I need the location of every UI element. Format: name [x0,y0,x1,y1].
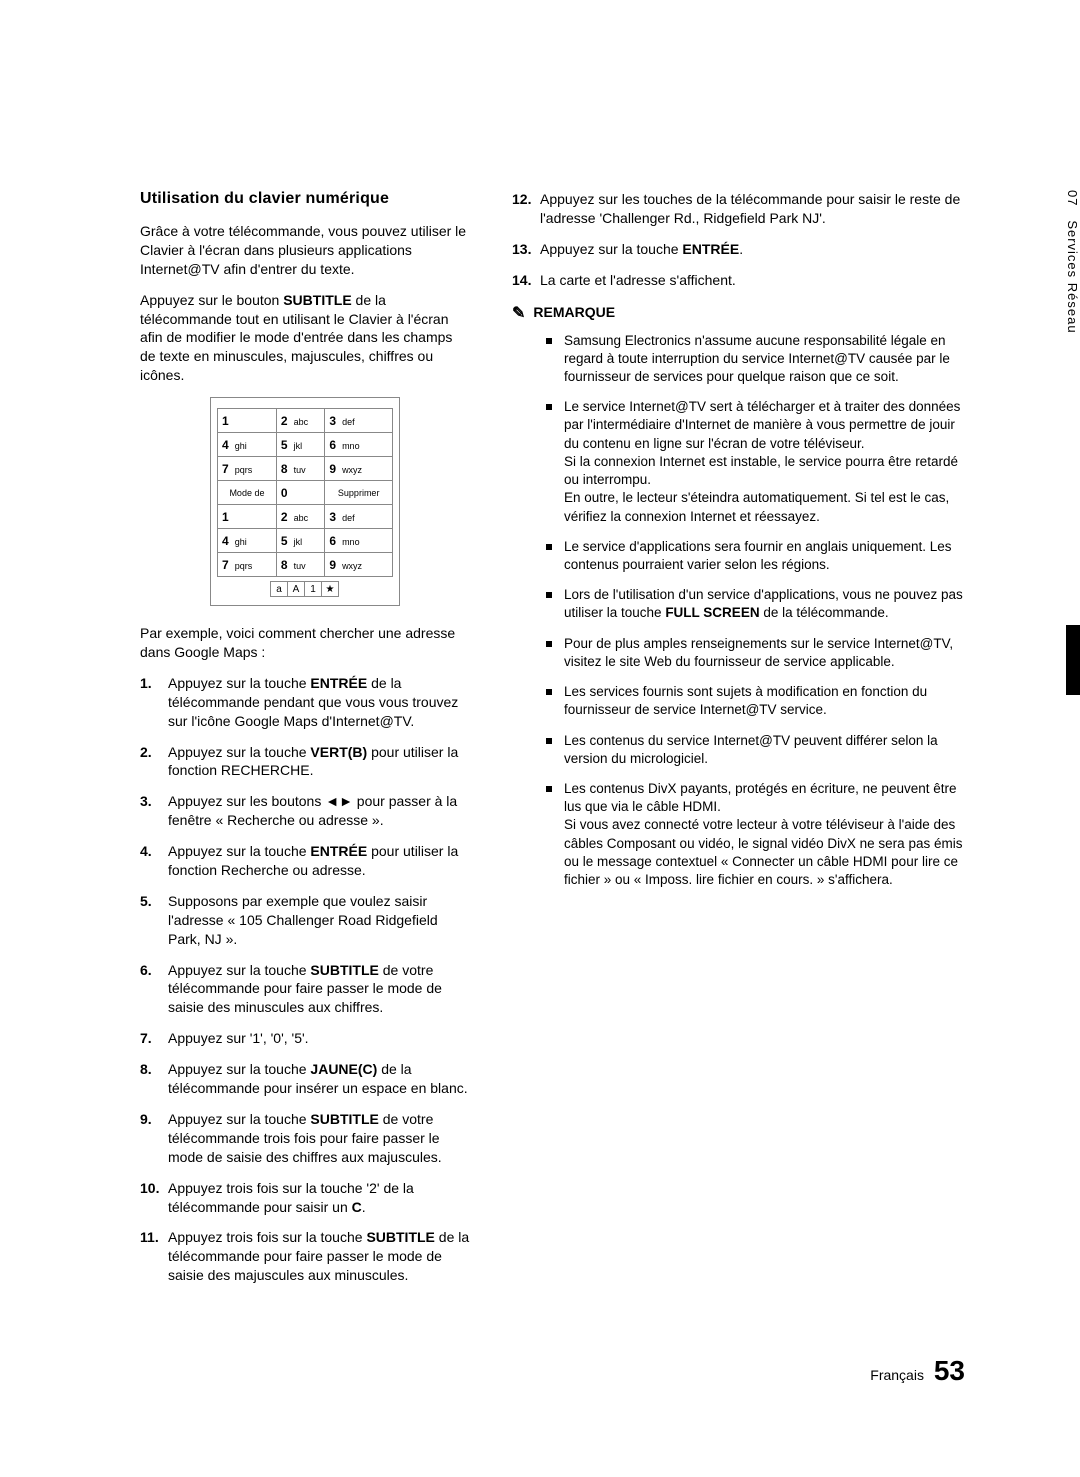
step-item: Appuyez sur la touche VERT(B) pour utili… [140,743,470,781]
keypad-mode-bar: aA1★ [217,581,393,597]
step-text: Appuyez sur la touche [168,675,310,691]
step-text: Appuyez sur la touche [168,843,310,859]
step-bold: ENTRÉE [682,241,739,257]
step-bold: ENTRÉE [310,675,367,691]
keypad-key: 5jkl [276,433,324,457]
step-text: Appuyez sur la touche [168,1061,310,1077]
step-item: Appuyez trois fois sur la touche SUBTITL… [140,1228,470,1285]
chapter-label: Services Réseau [1065,220,1080,333]
side-black-tab [1066,625,1080,695]
remark-item: Samsung Electronics n'assume aucune resp… [546,332,965,387]
step-item: Appuyez sur la touche ENTRÉE de la téléc… [140,674,470,731]
step-bold: C [352,1199,362,1215]
step-text: . [362,1199,366,1215]
intro-paragraph-2: Appuyez sur le bouton SUBTITLE de la tél… [140,291,470,385]
keypad-key: 8tuv [276,553,324,577]
step-bold: SUBTITLE [366,1229,434,1245]
step-text: Appuyez sur '1', '0', '5'. [168,1030,309,1046]
step-item: La carte et l'adresse s'affichent. [512,271,965,290]
keypad-key: 1 [218,505,277,529]
keypad-key: 9wxyz [325,457,393,481]
keypad-key: 3def [325,505,393,529]
step-item: Appuyez sur la touche SUBTITLE de votre … [140,961,470,1018]
step-item: Appuyez sur les touches de la télécomman… [512,190,965,228]
intro-paragraph-1: Grâce à votre télécommande, vous pouvez … [140,222,470,279]
footer-page: 53 [934,1355,965,1386]
keypad-key: 4ghi [218,433,277,457]
keypad-delete-cell: Supprimer [325,481,393,505]
keypad-table: 12abc3def4ghi5jkl6mno7pqrs8tuv9wxyz Mode… [217,408,393,577]
remark-item: Le service d'applications sera fournir e… [546,538,965,574]
keypad-mode-item: a [270,581,288,597]
remark-item: Les services fournis sont sujets à modif… [546,683,965,719]
step-item: Supposons par exemple que voulez saisir … [140,892,470,949]
step-item: Appuyez sur la touche SUBTITLE de votre … [140,1110,470,1167]
step-text: Appuyez trois fois sur la touche '2' de … [168,1180,414,1215]
keypad-zero-cell: 0 [276,481,324,505]
step-bold: SUBTITLE [310,962,378,978]
step-text: Appuyez trois fois sur la touche [168,1229,366,1245]
steps-list-right: Appuyez sur les touches de la télécomman… [512,190,965,290]
keypad-key: 5jkl [276,529,324,553]
step-item: Appuyez trois fois sur la touche '2' de … [140,1179,470,1217]
keypad-key: 1 [218,409,277,433]
example-intro: Par exemple, voici comment chercher une … [140,624,470,662]
keypad-zero: 0 [281,486,288,500]
keypad-mode-item: 1 [304,581,322,597]
intro2-pre: Appuyez sur le bouton [140,292,283,308]
intro2-bold: SUBTITLE [283,292,351,308]
keypad-key: 8tuv [276,457,324,481]
keypad-key: 6mno [325,529,393,553]
remark-bold: FULL SCREEN [665,605,759,620]
remark-item: Pour de plus amples renseignements sur l… [546,635,965,671]
step-bold: VERT(B) [310,744,367,760]
keypad-key: 7pqrs [218,553,277,577]
keypad-key: 2abc [276,409,324,433]
note-icon: ✎ [512,303,525,323]
keypad-key: 2abc [276,505,324,529]
step-item: Appuyez sur la touche ENTRÉE pour utilis… [140,842,470,880]
remark-heading: ✎ REMARQUE [512,302,965,322]
step-bold: JAUNE(C) [310,1061,377,1077]
step-text: Appuyez sur la touche [168,962,310,978]
remark-label: REMARQUE [533,304,615,320]
remark-item: Le service Internet@TV sert à télécharge… [546,398,965,526]
steps-list-left: Appuyez sur la touche ENTRÉE de la téléc… [140,674,470,1285]
step-item: Appuyez sur la touche JAUNE(C) de la tél… [140,1060,470,1098]
left-column: Utilisation du clavier numérique Grâce à… [140,190,470,1297]
keypad-key: 6mno [325,433,393,457]
remark-item: Les contenus du service Internet@TV peuv… [546,732,965,768]
keypad-mode-cell: Mode de [218,481,277,505]
step-text: Appuyez sur la touche [168,744,310,760]
remark-item: Les contenus DivX payants, protégés en é… [546,780,965,889]
step-bold: ENTRÉE [310,843,367,859]
side-tab: 07 Services Réseau [1058,190,1080,370]
step-item: Appuyez sur la touche ENTRÉE. [512,240,965,259]
keypad: 12abc3def4ghi5jkl6mno7pqrs8tuv9wxyz Mode… [210,397,400,606]
step-text: . [739,241,743,257]
chapter-number: 07 [1065,190,1080,206]
keypad-key: 4ghi [218,529,277,553]
keypad-mode-item: ★ [321,581,339,597]
remarks-list: Samsung Electronics n'assume aucune resp… [512,332,965,890]
remark-item: Lors de l'utilisation d'un service d'app… [546,586,965,622]
keypad-key: 3def [325,409,393,433]
step-text: Supposons par exemple que voulez saisir … [168,893,438,947]
footer-lang: Français [870,1367,924,1383]
step-item: Appuyez sur '1', '0', '5'. [140,1029,470,1048]
page-footer: Français 53 [870,1355,965,1387]
step-text: Appuyez sur les boutons ◄► pour passer à… [168,793,457,828]
right-column: Appuyez sur les touches de la télécomman… [512,190,965,1297]
step-bold: SUBTITLE [310,1111,378,1127]
section-heading: Utilisation du clavier numérique [140,190,470,208]
keypad-key: 9wxyz [325,553,393,577]
keypad-mode-item: A [287,581,305,597]
step-text: Appuyez sur la touche [540,241,682,257]
keypad-key: 7pqrs [218,457,277,481]
step-text: La carte et l'adresse s'affichent. [540,272,736,288]
step-text: Appuyez sur les touches de la télécomman… [540,191,960,226]
step-item: Appuyez sur les boutons ◄► pour passer à… [140,792,470,830]
step-text: Appuyez sur la touche [168,1111,310,1127]
